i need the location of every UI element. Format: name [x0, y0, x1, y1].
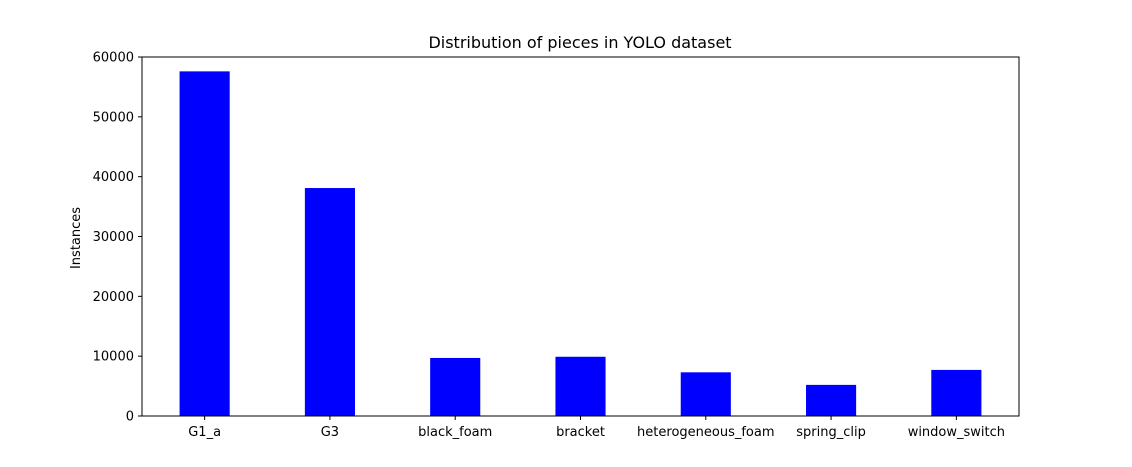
y-axis-label: Instances [69, 207, 84, 269]
bar-G1_a [179, 71, 230, 417]
bar-G3 [304, 188, 355, 416]
y-tick-label: 20000 [93, 290, 134, 305]
bar-window_switch [931, 369, 982, 416]
bar-heterogeneous_foam [680, 372, 731, 416]
x-tick-label: spring_clip [796, 425, 866, 440]
bar-black_foam [430, 357, 481, 416]
x-tick-label: G1_a [188, 425, 221, 440]
x-tick-label: window_switch [908, 425, 1005, 440]
chart-title: Distribution of pieces in YOLO dataset [428, 33, 731, 52]
bar-spring_clip [806, 384, 857, 416]
y-tick-label: 60000 [93, 51, 134, 66]
y-tick-label: 40000 [93, 170, 134, 185]
plot-area: G1_a G3 black_foam bracket heterogeneous_foa… [93, 51, 1020, 440]
y-tick-label: 10000 [93, 350, 134, 365]
x-tick-label: black_foam [418, 425, 492, 440]
y-tick-label: 50000 [93, 110, 134, 125]
x-tick-label: heterogeneous_foam [637, 425, 774, 440]
y-tick-label: 30000 [93, 230, 134, 245]
bar-bracket [555, 356, 606, 416]
x-tick-label: G3 [321, 425, 339, 440]
y-tick-label: 0 [126, 410, 134, 425]
x-tick-label: bracket [556, 425, 605, 440]
